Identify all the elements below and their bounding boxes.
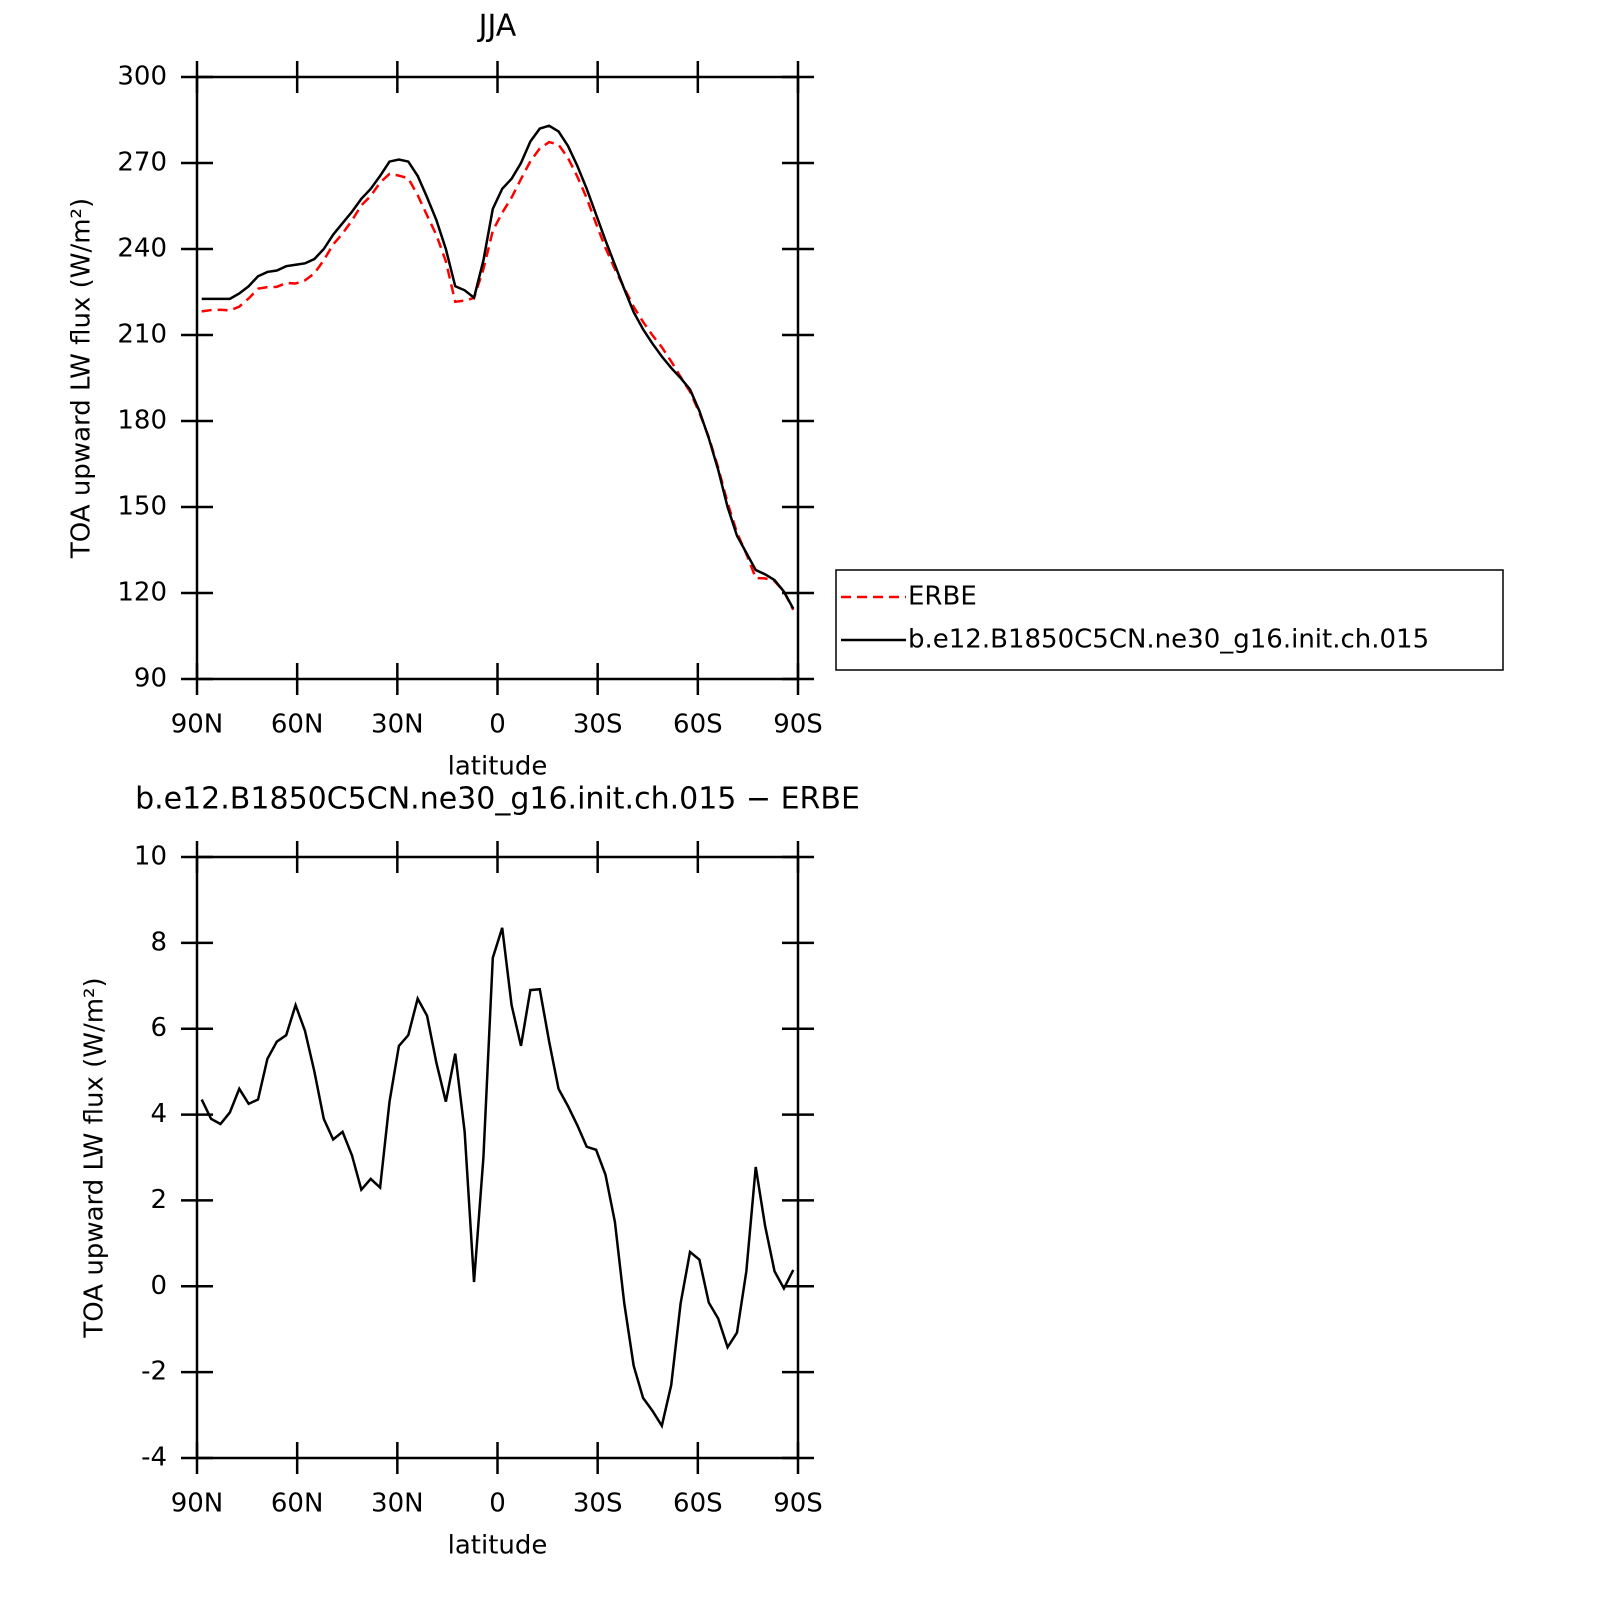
y-tick-label: 90 xyxy=(134,664,167,694)
x-tick-label: 0 xyxy=(489,710,506,740)
x-tick-label: 30N xyxy=(371,1489,424,1519)
x-tick-label: 60S xyxy=(673,710,723,740)
x-tick-label: 60N xyxy=(271,1489,324,1519)
chart-title: b.e12.B1850C5CN.ne30_g16.init.ch.015 − E… xyxy=(135,782,860,817)
x-tick-label: 30S xyxy=(573,710,623,740)
x-tick-label: 90S xyxy=(773,1489,823,1519)
legend-label: ERBE xyxy=(908,582,977,612)
y-tick-label: -4 xyxy=(141,1443,167,1473)
x-tick-label: 90N xyxy=(171,1489,224,1519)
x-tick-label: 60S xyxy=(673,1489,723,1519)
legend-label: b.e12.B1850C5CN.ne30_g16.init.ch.015 xyxy=(908,625,1429,655)
legend-box xyxy=(835,569,1504,671)
x-tick-label: 90N xyxy=(171,710,224,740)
y-tick-label: 150 xyxy=(117,492,167,522)
x-tick-label: 30S xyxy=(573,1489,623,1519)
x-axis-label: latitude xyxy=(448,1531,548,1561)
y-tick-label: 300 xyxy=(117,62,167,92)
chart-title: JJA xyxy=(477,9,517,44)
x-axis-label: latitude xyxy=(448,752,548,782)
x-tick-label: 90S xyxy=(773,710,823,740)
y-axis-label: TOA upward LW flux (W/m²) xyxy=(80,977,110,1338)
y-tick-label: 210 xyxy=(117,320,167,350)
plot-frame xyxy=(195,75,800,681)
y-tick-label: 240 xyxy=(117,234,167,264)
y-tick-label: 8 xyxy=(150,927,167,957)
x-tick-label: 30N xyxy=(371,710,424,740)
y-tick-label: 270 xyxy=(117,148,167,178)
y-tick-label: 120 xyxy=(117,578,167,608)
y-axis-label: TOA upward LW flux (W/m²) xyxy=(67,198,97,559)
y-tick-label: 10 xyxy=(134,842,167,872)
y-tick-label: 0 xyxy=(150,1271,167,1301)
data-line xyxy=(200,927,795,1430)
data-line xyxy=(201,124,795,610)
y-tick-label: 2 xyxy=(150,1185,167,1215)
y-tick-label: -2 xyxy=(141,1357,167,1387)
plot-frame xyxy=(195,855,800,1460)
y-tick-label: 180 xyxy=(117,406,167,436)
y-tick-label: 6 xyxy=(150,1013,167,1043)
x-tick-label: 0 xyxy=(489,1489,506,1519)
data-line xyxy=(201,140,795,611)
y-tick-label: 4 xyxy=(150,1099,167,1129)
x-tick-label: 60N xyxy=(271,710,324,740)
